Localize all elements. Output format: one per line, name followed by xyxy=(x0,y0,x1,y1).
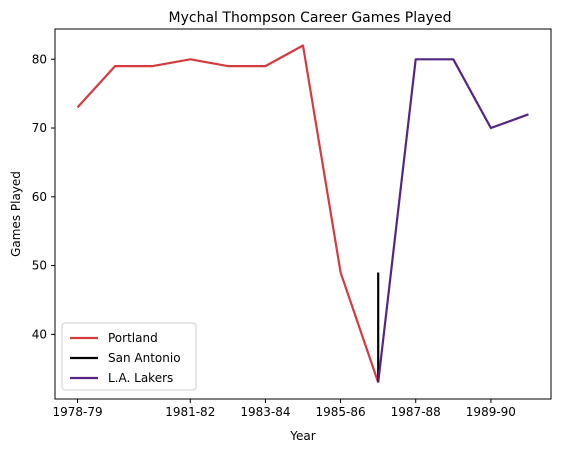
chart-title: Mychal Thompson Career Games Played xyxy=(169,10,452,26)
x-axis: 1978-79 1981-82 1983-84 1985-86 1987-88 1989-… xyxy=(52,399,516,419)
x-tick-label: 1989-90 xyxy=(466,405,516,419)
legend: Portland San Antonio L.A. Lakers xyxy=(61,322,197,391)
y-tick-label: 70 xyxy=(32,121,47,135)
legend-label: L.A. Lakers xyxy=(108,371,173,385)
x-tick-label: 1985-86 xyxy=(316,405,366,419)
legend-label: San Antonio xyxy=(108,351,181,365)
y-tick-label: 50 xyxy=(32,259,47,273)
legend-box xyxy=(61,322,197,391)
series-line-l-a-lakers xyxy=(377,58,529,383)
legend-label: Portland xyxy=(108,331,158,345)
x-tick-label: 1978-79 xyxy=(52,405,102,419)
y-tick-label: 80 xyxy=(32,52,47,66)
y-tick-label: 60 xyxy=(32,190,47,204)
series-line-portland xyxy=(76,44,380,383)
y-axis-label: Games Played xyxy=(9,171,23,257)
y-axis: 40 50 60 70 80 xyxy=(32,52,55,341)
series-lines xyxy=(76,44,529,383)
y-tick-label: 40 xyxy=(32,327,47,341)
x-tick-label: 1987-88 xyxy=(391,405,441,419)
x-tick-label: 1983-84 xyxy=(240,405,290,419)
x-axis-label: Year xyxy=(289,429,315,443)
plot-area xyxy=(54,28,552,400)
x-tick-label: 1981-82 xyxy=(165,405,215,419)
